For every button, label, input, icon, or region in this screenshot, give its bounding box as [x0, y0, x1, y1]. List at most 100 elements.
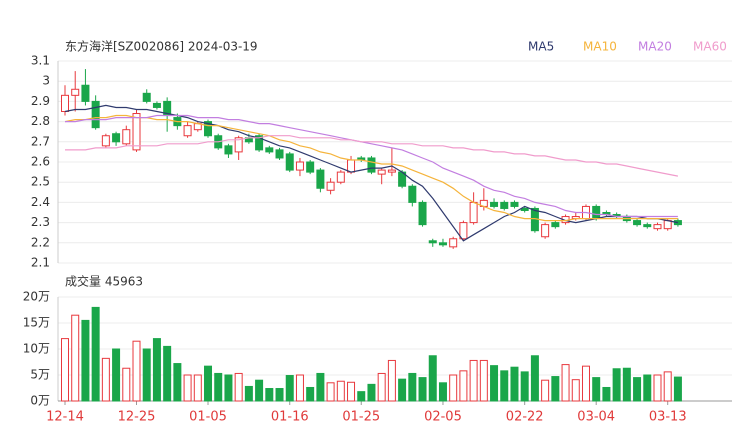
y-tick-label: 3.1 [31, 54, 50, 68]
ma-line [65, 135, 679, 177]
x-tick-label: 12-14 [46, 410, 84, 425]
volume-bar [490, 365, 499, 402]
volume-bar [326, 382, 335, 402]
candle-body [520, 207, 529, 211]
volume-bar [581, 365, 590, 402]
candle-body [101, 135, 110, 147]
volume-bar [122, 367, 131, 402]
y-tick-label: 2.8 [31, 114, 50, 128]
volume-bar [224, 374, 233, 402]
candle-body [469, 201, 478, 224]
volume-bar [316, 372, 325, 402]
candle-body [204, 121, 213, 137]
volume-bar [622, 367, 631, 402]
y-tick-label: 2.2 [31, 235, 50, 249]
v-tick-label: 10万 [23, 342, 50, 356]
candle-body [112, 133, 121, 143]
volume-bar [91, 306, 100, 402]
x-tick-label: 02-05 [424, 410, 462, 425]
candle-body [142, 92, 151, 102]
y-tick-label: 2.1 [31, 256, 50, 270]
volume-bar [163, 345, 172, 402]
volume-bar [592, 377, 601, 402]
volume-bar [541, 379, 550, 402]
candle-body [663, 220, 672, 230]
volume-bar [479, 359, 488, 402]
v-tick-label: 20万 [23, 290, 50, 304]
candle-body [295, 161, 304, 171]
volume-bar [449, 374, 458, 402]
y-tick-label: 2.5 [31, 175, 50, 189]
volume-bar [367, 383, 376, 402]
candle-body [255, 135, 264, 151]
volume-bar [265, 388, 274, 402]
candle-body [490, 201, 499, 207]
candle-body [275, 149, 284, 159]
candle-body [377, 169, 386, 175]
y-tick-label: 2.9 [31, 94, 50, 108]
volume-bar [142, 348, 151, 402]
x-tick-label: 01-05 [189, 410, 227, 425]
volume-bar [357, 391, 366, 402]
volume-bar [653, 374, 662, 402]
volume-bar [571, 379, 580, 402]
volume-bar [602, 386, 611, 402]
volume-bar [530, 355, 539, 402]
x-tick-label: 12-25 [118, 410, 156, 425]
volume-bar [204, 365, 213, 402]
candle-body [71, 88, 80, 96]
candle-body [643, 224, 652, 228]
ma-line [64, 104, 679, 242]
volume-bar [112, 348, 121, 402]
y-tick-label: 2.3 [31, 215, 50, 229]
volume-bar [469, 359, 478, 402]
candle-body [551, 222, 560, 228]
candle-body [326, 181, 335, 191]
volume-bar [101, 357, 110, 402]
volume-bar [633, 377, 642, 402]
volume-bar [551, 376, 560, 402]
volume-bar [295, 374, 304, 402]
candle-body [633, 220, 642, 226]
candle-body [81, 84, 90, 102]
volume-bar [561, 364, 570, 402]
x-tick-label: 01-25 [342, 410, 380, 425]
candle-body [673, 220, 682, 226]
volume-bar [438, 382, 447, 402]
volume-bar [71, 314, 80, 402]
volume-bar [673, 376, 682, 402]
candle-body [224, 145, 233, 155]
candle-body [510, 201, 519, 207]
candle-body [91, 100, 100, 129]
volume-bar [643, 374, 652, 402]
candle-body [500, 201, 509, 209]
volume-bar [387, 359, 396, 402]
candle-body [152, 102, 161, 108]
volume-bar [336, 380, 345, 402]
legend-label: MA20 [638, 40, 672, 54]
volume-bar [663, 371, 672, 402]
volume-bar [510, 366, 519, 402]
candle-body [418, 201, 427, 226]
candle-body [387, 169, 396, 173]
volume-bar [244, 385, 253, 402]
candle-body [347, 159, 356, 173]
candle-body [132, 113, 141, 151]
volume-bar [183, 374, 192, 402]
y-tick-label: 3 [42, 74, 50, 88]
candle-body [285, 153, 294, 171]
volume-bar [234, 372, 243, 402]
y-tick-label: 2.4 [31, 195, 50, 209]
ma-line [65, 114, 678, 218]
volume-bar [132, 340, 141, 402]
candle-body [541, 224, 550, 238]
volume-bar [520, 371, 529, 402]
volume-bar [193, 374, 202, 402]
candle-body [367, 157, 376, 173]
candle-body [265, 147, 274, 153]
legend-label: MA5 [528, 40, 554, 54]
y-tick-label: 2.6 [31, 155, 50, 169]
candle-body [336, 171, 345, 183]
candle-body [459, 222, 468, 240]
